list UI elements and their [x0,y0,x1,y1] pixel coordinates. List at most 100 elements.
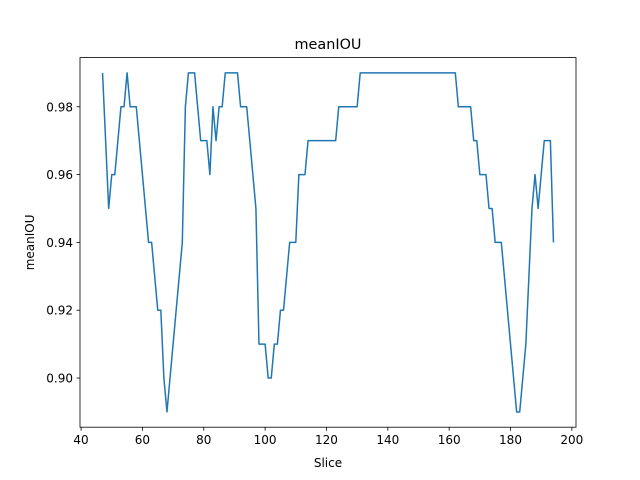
data-point [369,72,370,73]
x-tick-label: 140 [376,433,399,447]
data-point [176,310,177,311]
data-point [280,310,281,311]
data-point [538,208,539,209]
data-point [228,72,229,73]
data-point [550,140,551,141]
data-point [504,276,505,277]
data-point [225,72,226,73]
data-point [360,72,361,73]
data-point [142,174,143,175]
data-point [541,174,542,175]
data-point [476,140,477,141]
data-point [108,208,109,209]
data-point [534,174,535,175]
data-point [148,242,149,243]
data-point [271,377,272,378]
data-point [381,72,382,73]
data-point [384,72,385,73]
data-point [185,106,186,107]
data-point [335,140,336,141]
data-point [473,140,474,141]
y-tick-label: 0.94 [46,236,73,250]
data-point [261,344,262,345]
data-point [528,276,529,277]
data-point [390,72,391,73]
series-line [101,72,555,413]
data-point [169,377,170,378]
data-point [433,72,434,73]
data-point [120,106,121,107]
plot-line-layer [101,72,555,413]
data-point [130,106,131,107]
data-point [458,106,459,107]
data-point [522,377,523,378]
data-point [289,242,290,243]
data-point [298,174,299,175]
data-point [415,72,416,73]
data-point [516,411,517,412]
data-point [307,140,308,141]
data-point [403,72,404,73]
data-point [258,344,259,345]
data-point [467,106,468,107]
data-point [544,140,545,141]
data-point [240,106,241,107]
axes-frame [79,57,577,428]
data-point [209,174,210,175]
data-point [301,174,302,175]
data-point [479,174,480,175]
y-tick-label: 0.90 [46,372,73,386]
data-point [449,72,450,73]
data-point [154,276,155,277]
data-point [406,72,407,73]
data-point [378,72,379,73]
data-point [353,106,354,107]
data-point [136,106,137,107]
x-axis-label: Slice [314,456,342,470]
data-point [492,208,493,209]
data-point [513,377,514,378]
data-point [519,411,520,412]
data-point [436,72,437,73]
data-point [424,72,425,73]
x-tick-label: 200 [560,433,583,447]
data-point [485,174,486,175]
y-tick-label: 0.92 [46,304,73,318]
data-point [531,208,532,209]
data-point [396,72,397,73]
data-point [347,106,348,107]
data-point [375,72,376,73]
data-point [525,344,526,345]
data-point [304,174,305,175]
data-point [286,276,287,277]
data-point [553,242,554,243]
data-point [455,72,456,73]
data-point [387,72,388,73]
data-point [265,344,266,345]
x-tick-label: 100 [254,433,277,447]
data-point [249,140,250,141]
data-point [547,140,548,141]
data-point [495,242,496,243]
data-point [194,72,195,73]
data-point [311,140,312,141]
data-point [191,72,192,73]
data-point [163,377,164,378]
data-point [320,140,321,141]
data-point [274,344,275,345]
data-point [215,140,216,141]
data-point [488,208,489,209]
data-point [222,106,223,107]
data-point [160,310,161,311]
data-point [188,72,189,73]
data-point [123,106,124,107]
data-point [268,377,269,378]
data-point [111,174,112,175]
data-point [179,276,180,277]
data-point [461,106,462,107]
data-point [439,72,440,73]
data-point [237,72,238,73]
data-point [464,106,465,107]
x-tick-label: 120 [315,433,338,447]
